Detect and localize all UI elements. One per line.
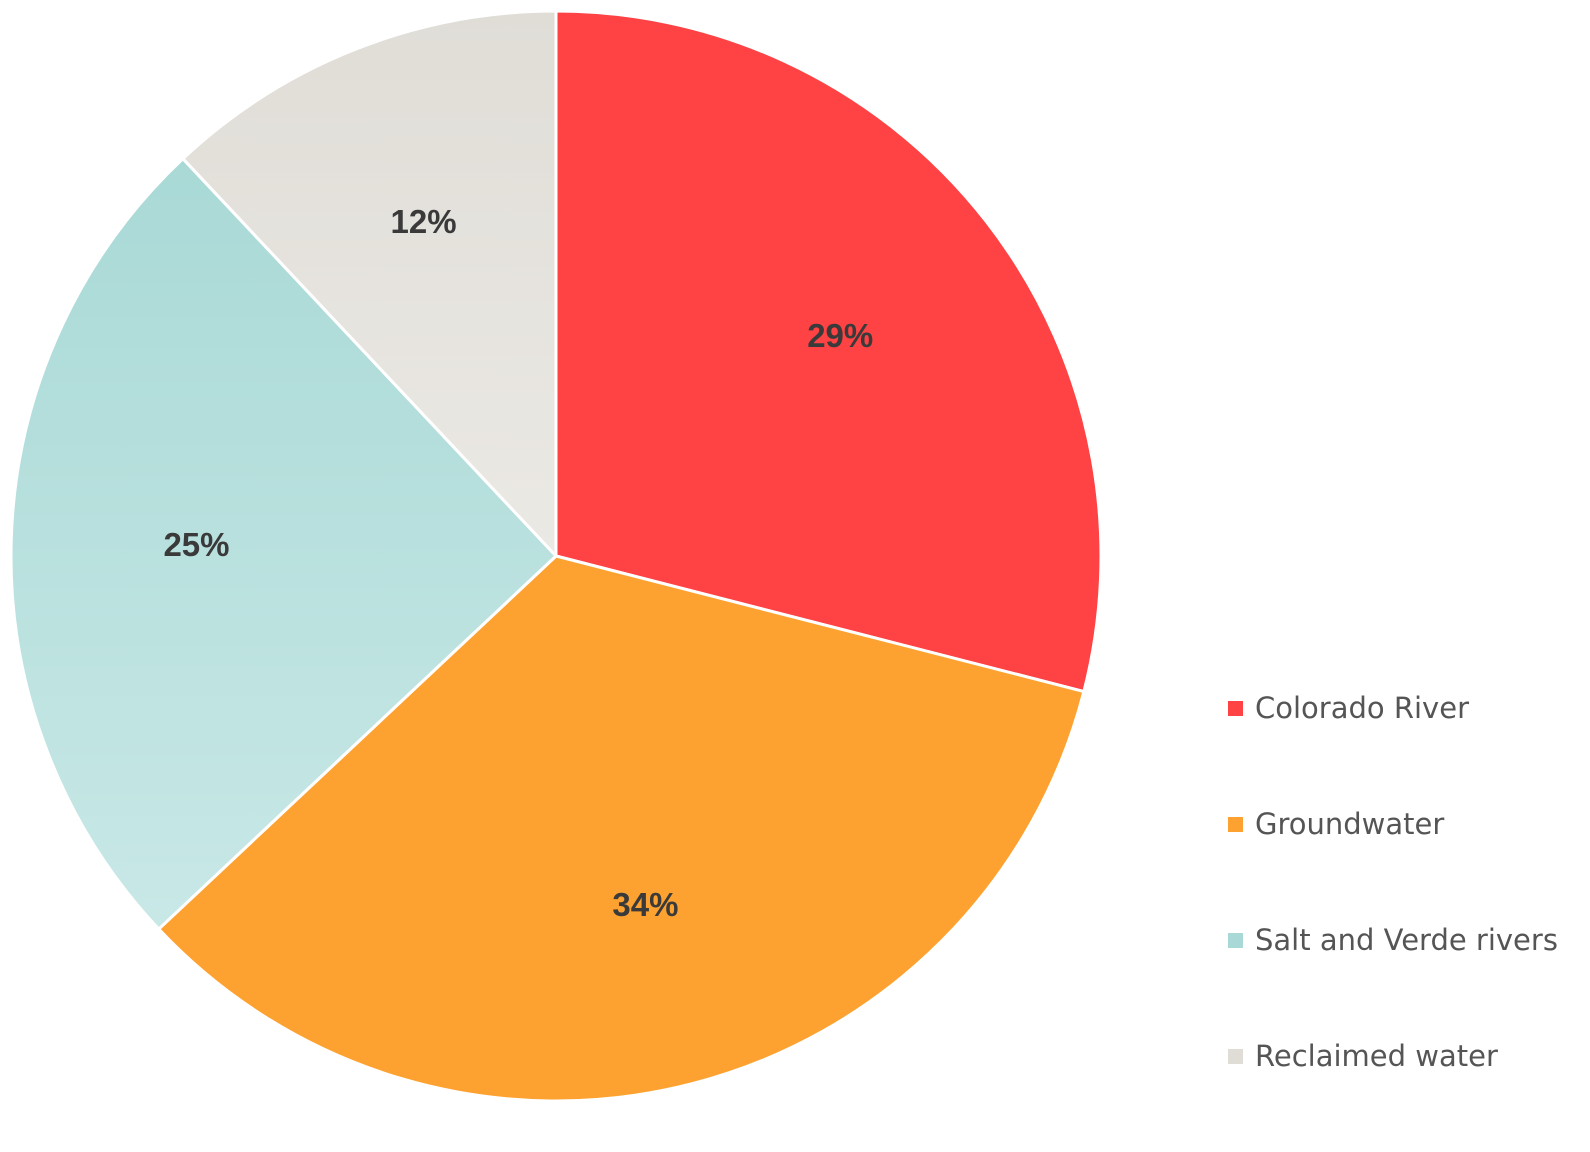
legend-label: Salt and Verde rivers [1255, 923, 1558, 957]
slice-label-salt-and-verde-rivers: 25% [163, 526, 229, 563]
pie-labels: 29% 34% 25% 12% [163, 203, 873, 923]
pie-slice-groundwater [157, 554, 1086, 1103]
pie-chart: 29% 34% 25% 12% [9, 9, 1103, 1103]
legend-item-colorado-river: Colorado River [1228, 688, 1558, 728]
legend-label: Reclaimed water [1255, 1039, 1498, 1073]
pie-slice-reclaimed-water [181, 9, 558, 558]
slice-label-reclaimed-water: 12% [391, 203, 457, 240]
legend-item-groundwater: Groundwater [1228, 804, 1558, 844]
legend-swatch [1228, 700, 1243, 716]
slice-label-colorado-river: 29% [807, 317, 873, 354]
legend-swatch [1228, 816, 1243, 832]
pie-slice-colorado-river [554, 9, 1103, 694]
legend-item-salt-and-verde-rivers: Salt and Verde rivers [1228, 920, 1558, 960]
legend-swatch [1228, 932, 1243, 948]
legend-item-reclaimed-water: Reclaimed water [1228, 1036, 1558, 1076]
legend-label: Groundwater [1255, 807, 1445, 841]
slice-label-groundwater: 34% [612, 886, 678, 923]
legend-swatch [1228, 1048, 1243, 1064]
legend: Colorado River Groundwater Salt and Verd… [1228, 688, 1558, 1152]
legend-label: Colorado River [1255, 691, 1469, 725]
pie-slice-salt-and-verde-rivers [9, 157, 558, 931]
pie-slices [9, 9, 1103, 1103]
